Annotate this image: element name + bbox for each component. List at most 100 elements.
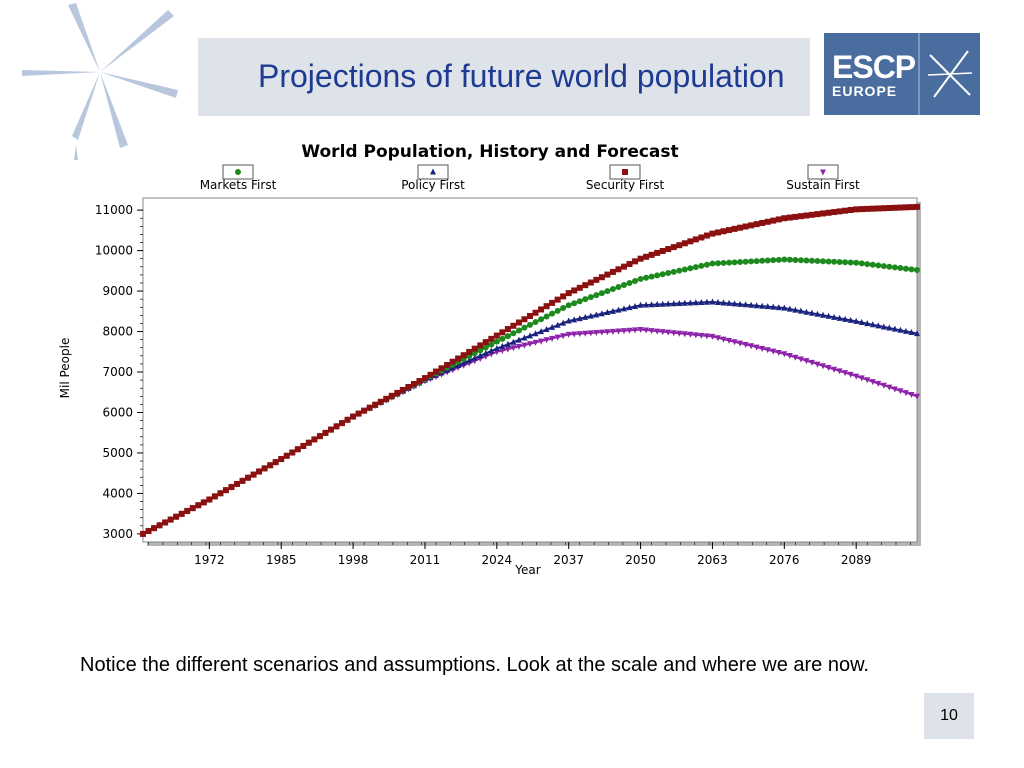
data-point — [178, 510, 185, 517]
data-point — [659, 329, 666, 336]
data-point — [538, 328, 545, 335]
data-point — [681, 266, 688, 273]
data-point — [820, 210, 827, 217]
data-point — [908, 266, 915, 273]
data-point — [720, 299, 727, 306]
data-point — [532, 330, 539, 337]
data-point — [410, 381, 417, 388]
data-point — [670, 330, 677, 337]
data-point — [847, 259, 854, 266]
data-point — [726, 227, 733, 234]
data-point — [235, 169, 241, 175]
data-point — [759, 345, 766, 352]
data-point — [748, 222, 755, 229]
data-point — [543, 325, 550, 332]
data-point — [880, 263, 887, 270]
data-point — [775, 256, 782, 263]
data-point — [532, 319, 539, 326]
data-point — [493, 338, 500, 345]
data-point — [643, 327, 650, 334]
plot-area — [142, 197, 918, 543]
data-point — [399, 386, 406, 393]
data-point — [565, 331, 572, 338]
y-tick-label: 5000 — [102, 446, 133, 460]
data-point — [731, 259, 738, 266]
data-point — [781, 256, 788, 263]
data-point — [692, 332, 699, 339]
data-point — [820, 258, 827, 265]
data-point — [632, 258, 639, 265]
data-point — [333, 423, 340, 430]
data-point — [897, 326, 904, 333]
data-point — [499, 335, 506, 342]
data-point — [615, 284, 622, 291]
data-point — [714, 260, 721, 267]
data-point — [698, 332, 705, 339]
data-point — [620, 328, 627, 335]
data-point — [571, 287, 578, 294]
data-point — [902, 204, 909, 211]
chart-legend: Markets First Policy First Security First S… — [200, 164, 860, 192]
data-point — [737, 300, 744, 307]
data-point — [609, 286, 616, 293]
data-point — [681, 331, 688, 338]
data-point — [587, 279, 594, 286]
data-point — [847, 207, 854, 214]
escp-logo: ESCP EUROPE — [824, 33, 980, 115]
data-point — [565, 317, 572, 324]
data-point — [891, 204, 898, 211]
data-point — [842, 207, 849, 214]
data-point — [836, 208, 843, 215]
data-point — [914, 393, 920, 400]
data-point — [466, 357, 473, 364]
data-point — [637, 275, 644, 282]
data-point — [692, 236, 699, 243]
data-point — [322, 429, 329, 436]
data-point — [825, 258, 832, 265]
x-tick-label: 2063 — [697, 553, 728, 567]
data-point — [527, 321, 533, 328]
data-point — [803, 212, 810, 219]
data-point — [797, 257, 804, 264]
data-point — [864, 261, 871, 268]
data-point — [836, 259, 843, 266]
data-point — [792, 257, 799, 264]
data-point — [820, 363, 827, 370]
data-point — [842, 259, 849, 266]
data-point — [632, 327, 639, 334]
data-point — [482, 339, 489, 346]
data-point — [405, 383, 412, 390]
data-point — [902, 265, 909, 272]
data-point — [327, 426, 334, 433]
data-point — [897, 265, 904, 272]
data-point — [510, 338, 517, 345]
data-point — [836, 368, 843, 375]
data-point — [576, 284, 583, 291]
data-point — [532, 309, 539, 316]
data-point — [593, 276, 600, 283]
data-point — [742, 301, 749, 308]
x-tick-label: 1998 — [338, 553, 369, 567]
y-tick-label: 7000 — [102, 365, 133, 379]
data-point — [189, 505, 196, 512]
x-tick-label: 2037 — [553, 553, 584, 567]
data-point — [864, 320, 871, 327]
data-point — [665, 270, 672, 277]
data-point — [709, 298, 716, 305]
data-point — [167, 516, 174, 523]
data-point — [731, 339, 738, 346]
data-point — [477, 342, 484, 349]
data-point — [455, 355, 462, 362]
data-point — [598, 274, 605, 281]
data-point — [604, 329, 611, 336]
x-tick-label: 2076 — [769, 553, 800, 567]
data-point — [886, 384, 893, 391]
series-security-first — [140, 203, 920, 537]
data-point — [571, 331, 578, 338]
data-point — [493, 332, 500, 339]
data-point — [808, 359, 815, 366]
data-point — [908, 391, 915, 398]
data-point — [803, 358, 810, 365]
data-point — [764, 303, 771, 310]
legend-item: Security First — [586, 164, 664, 192]
